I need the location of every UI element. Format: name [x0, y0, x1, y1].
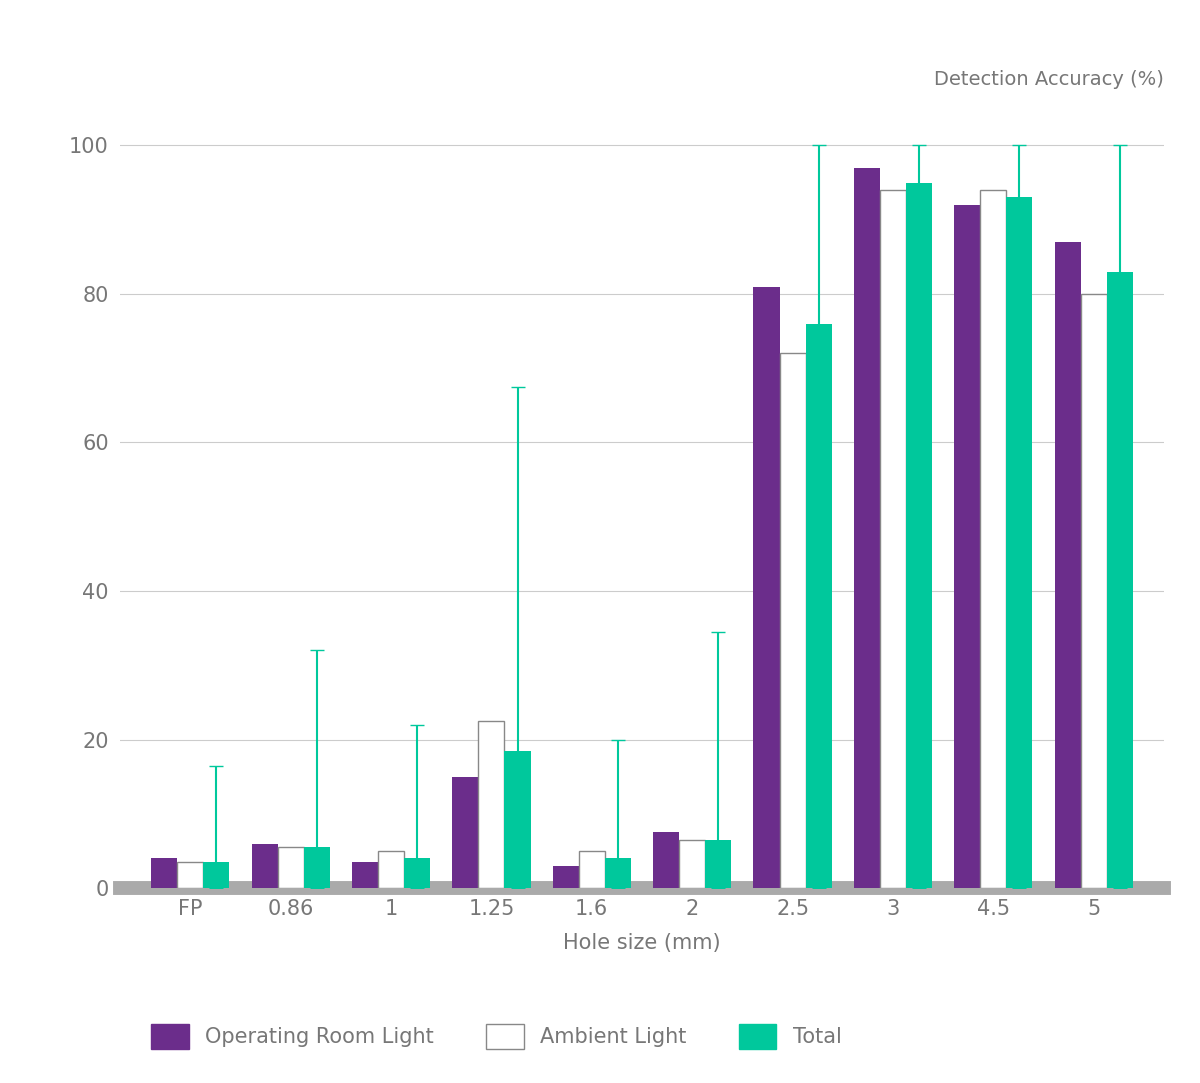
Bar: [479, 721, 504, 888]
Bar: [1007, 197, 1032, 888]
Bar: [304, 847, 330, 888]
Bar: [553, 865, 578, 888]
Bar: [679, 839, 706, 888]
Bar: [854, 168, 880, 888]
Bar: [706, 839, 731, 888]
Legend: Operating Room Light, Ambient Light, Total: Operating Room Light, Ambient Light, Tot…: [151, 1023, 842, 1049]
Bar: [880, 190, 906, 888]
Bar: [404, 859, 430, 888]
Bar: [653, 833, 679, 888]
Bar: [504, 751, 530, 888]
Bar: [452, 777, 479, 888]
Bar: [151, 859, 178, 888]
Bar: [378, 851, 404, 888]
Bar: [352, 862, 378, 888]
Bar: [754, 287, 780, 888]
Text: Detection Accuracy (%): Detection Accuracy (%): [934, 70, 1164, 90]
Bar: [805, 324, 832, 888]
Bar: [906, 183, 932, 888]
Bar: [277, 847, 304, 888]
Bar: [578, 851, 605, 888]
Bar: [980, 190, 1007, 888]
X-axis label: Hole size (mm): Hole size (mm): [563, 934, 721, 953]
Bar: [1081, 293, 1106, 888]
Bar: [203, 862, 229, 888]
Bar: [252, 844, 277, 888]
Bar: [1055, 242, 1081, 888]
Bar: [178, 862, 203, 888]
Bar: [605, 859, 631, 888]
Bar: [1106, 272, 1133, 888]
Bar: [780, 353, 805, 888]
Bar: [954, 205, 980, 888]
